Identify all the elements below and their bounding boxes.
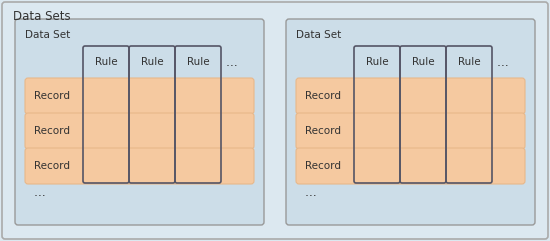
Text: …: … [497, 55, 509, 68]
Text: Record: Record [34, 126, 70, 136]
Text: Record: Record [305, 126, 341, 136]
Text: Record: Record [34, 91, 70, 101]
FancyBboxPatch shape [286, 19, 535, 225]
Text: Record: Record [34, 161, 70, 171]
Text: Rule: Rule [458, 57, 480, 67]
FancyBboxPatch shape [2, 2, 548, 239]
Text: Rule: Rule [412, 57, 434, 67]
Text: Rule: Rule [95, 57, 117, 67]
FancyBboxPatch shape [296, 148, 525, 184]
FancyBboxPatch shape [25, 113, 254, 149]
Text: Record: Record [305, 91, 341, 101]
FancyBboxPatch shape [296, 113, 525, 149]
Text: Data Sets: Data Sets [13, 11, 70, 24]
Text: Record: Record [305, 161, 341, 171]
Text: Rule: Rule [366, 57, 388, 67]
FancyBboxPatch shape [25, 148, 254, 184]
Text: Data Set: Data Set [25, 30, 70, 40]
FancyBboxPatch shape [15, 19, 264, 225]
Text: Data Set: Data Set [296, 30, 341, 40]
FancyBboxPatch shape [25, 78, 254, 114]
Text: Rule: Rule [186, 57, 210, 67]
Text: Rule: Rule [141, 57, 163, 67]
FancyBboxPatch shape [296, 78, 525, 114]
Text: …: … [34, 186, 46, 199]
Text: …: … [226, 55, 238, 68]
Text: …: … [305, 186, 317, 199]
